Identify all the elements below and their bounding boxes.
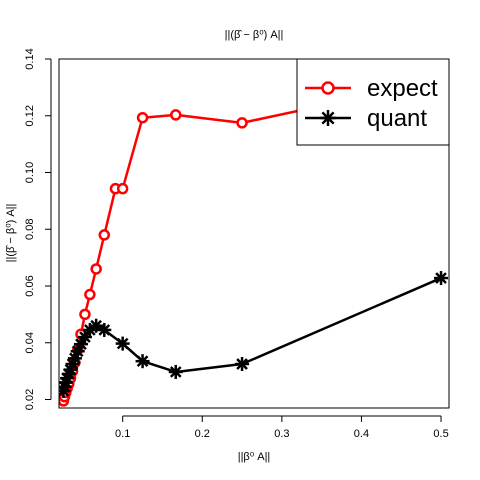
x-axis: 0.1 0.2 0.3 0.4 0.5	[115, 415, 449, 440]
plot-frame	[58, 58, 450, 409]
x-tick-label: 0.5	[433, 428, 448, 440]
data-point-quant	[168, 364, 183, 379]
legend-marker-quant	[320, 110, 336, 126]
x-axis-label: ||β⁰ A||	[238, 451, 271, 463]
data-point-quant	[97, 322, 112, 337]
data-point-expect	[116, 182, 129, 195]
y-tick-label: 0.12	[24, 105, 36, 126]
x-tick-label: 0.1	[115, 428, 130, 440]
data-point-expect	[170, 109, 182, 121]
data-point-expect	[84, 288, 96, 301]
y-tick-label: 0.08	[24, 219, 36, 240]
chart-title: ||(β̂ − β⁰) A||	[225, 29, 284, 41]
legend: expect quant	[296, 58, 450, 146]
data-point-expect	[90, 263, 102, 275]
data-point-expect	[236, 117, 248, 129]
y-tick-label: 0.10	[24, 162, 36, 183]
legend-marker-expect	[321, 81, 335, 95]
series-line-quant	[62, 276, 442, 392]
legend-label-quant: quant	[367, 105, 427, 132]
y-tick-label: 0.06	[24, 275, 36, 296]
data-point-quant	[135, 354, 150, 369]
y-tick-label: 0.14	[24, 48, 36, 69]
y-tick-label: 0.02	[24, 389, 36, 410]
plot-area	[58, 58, 450, 409]
data-point-quant	[235, 357, 250, 372]
legend-asterisk	[320, 110, 336, 126]
data-point-expect	[79, 308, 91, 321]
data-point-expect	[98, 229, 111, 241]
series-quant	[59, 271, 449, 398]
y-axis: 0.02 0.04 0.06 0.08 0.10 0.12 0.14	[24, 48, 52, 410]
data-point-quant	[77, 330, 92, 345]
legend-box	[296, 58, 450, 146]
data-point-expect	[136, 111, 149, 124]
data-point-quant	[115, 336, 130, 351]
y-axis-label: ||(β̂ − β⁰) A||	[5, 204, 17, 263]
data-point-quant	[434, 271, 449, 286]
y-tick-label: 0.04	[24, 332, 36, 353]
legend-label-expect: expect	[367, 75, 438, 102]
x-tick-label: 0.3	[274, 428, 289, 440]
x-tick-label: 0.4	[354, 428, 369, 440]
series-layer	[59, 74, 449, 407]
x-tick-label: 0.2	[195, 428, 210, 440]
